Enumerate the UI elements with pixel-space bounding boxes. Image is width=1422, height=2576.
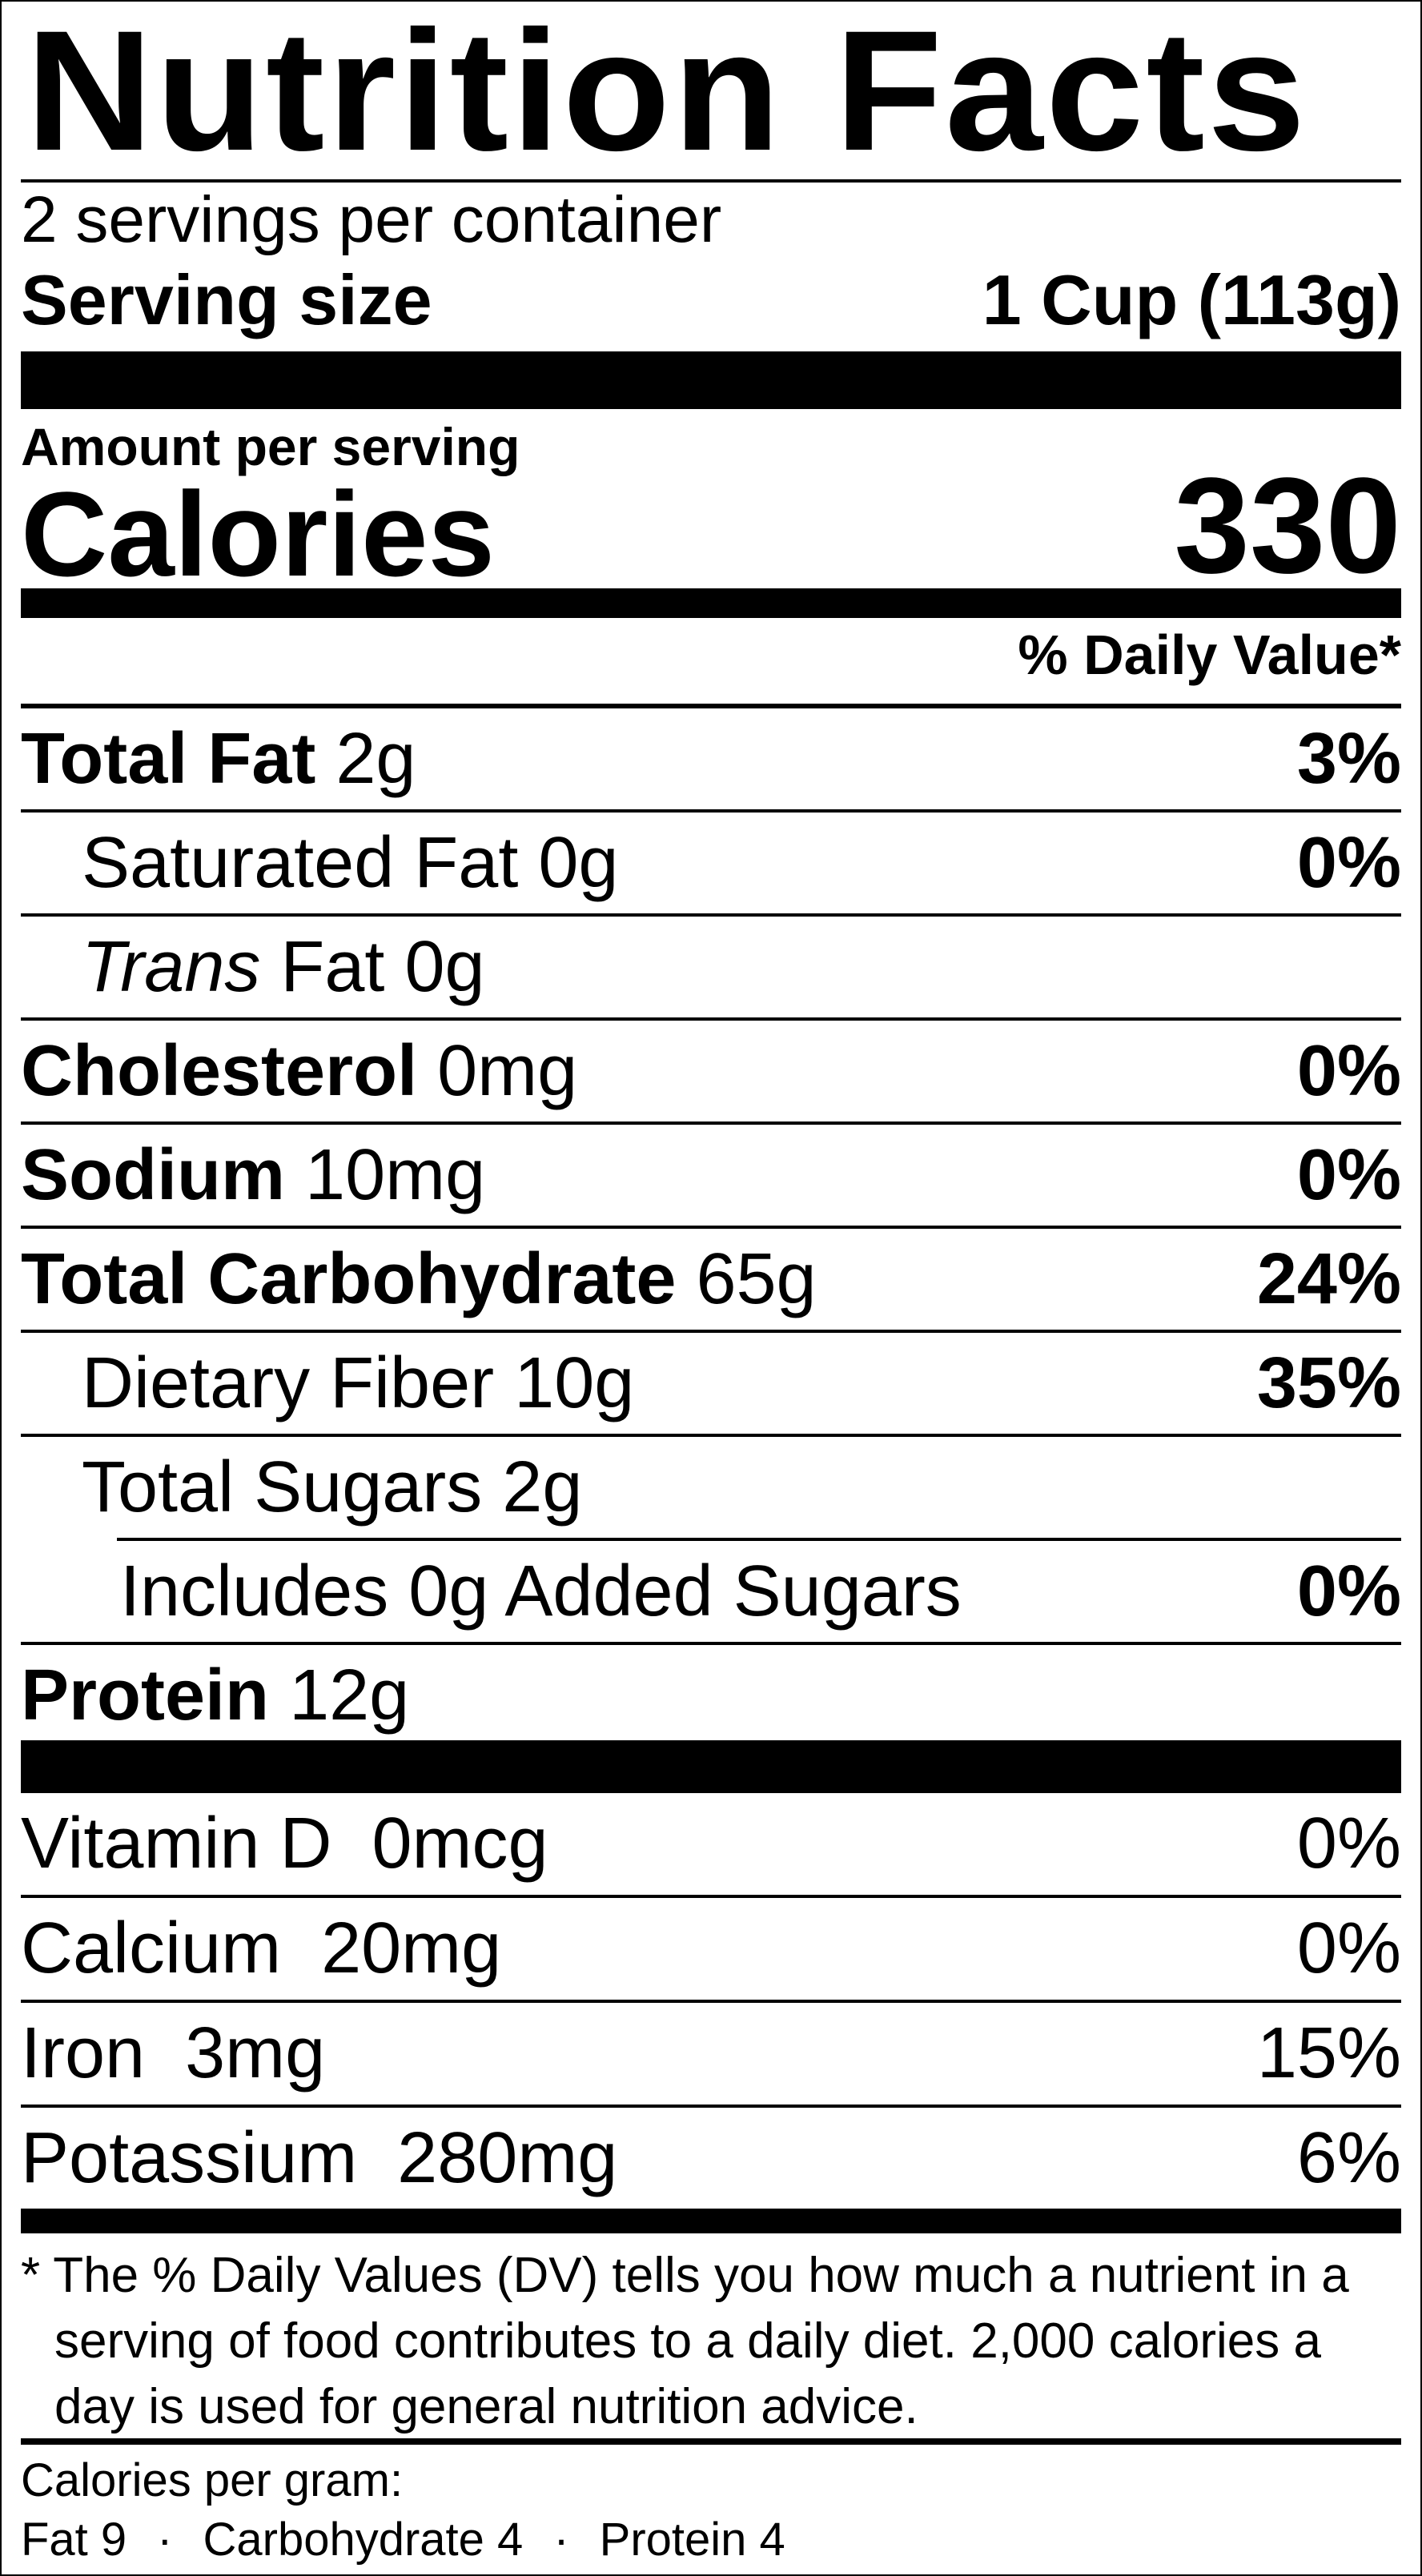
vitamin-dv: 0% <box>1296 1908 1401 1988</box>
nutrient-row-protein: Protein 12g <box>21 1645 1401 1746</box>
nutrient-amount: 10mg <box>305 1134 486 1215</box>
nutrient-row-total-fat: Total Fat 2g 3% <box>21 708 1401 813</box>
nutrient-row-cholesterol: Cholesterol 0mg 0% <box>21 1021 1401 1125</box>
fat-calories: Fat 9 <box>21 2514 127 2566</box>
serving-size-label: Serving size <box>21 260 432 339</box>
footnote-line: day is used for general nutrition advice… <box>54 2379 918 2434</box>
nutrient-amount: 2g <box>335 718 416 799</box>
serving-size-value: 1 Cup (113g) <box>982 260 1401 339</box>
nutrient-name: Trans <box>82 926 261 1007</box>
thick-divider <box>21 351 1401 409</box>
vitamin-text: Vitamin D 0mcg <box>21 1804 548 1884</box>
vitamin-row-iron: Iron 3mg 15% <box>21 2003 1401 2108</box>
divider <box>21 704 1401 708</box>
divider <box>21 179 1401 183</box>
vitamin-text: Iron 3mg <box>21 2013 326 2093</box>
nutrient-name: Includes <box>120 1551 389 1631</box>
footnote-line: * The % Daily Values (DV) tells you how … <box>21 2248 1349 2303</box>
medium-divider <box>21 2209 1401 2233</box>
vitamin-dv: 15% <box>1256 2013 1401 2093</box>
nutrient-amount: 2g <box>502 1446 583 1527</box>
vitamin-dv: 0% <box>1296 1804 1401 1884</box>
serving-size-row: Serving size 1 Cup (113g) <box>21 262 1401 339</box>
nutrient-name: Total Sugars <box>82 1446 483 1527</box>
nutrient-name: Total Fat <box>21 718 316 799</box>
nutrient-name: Sodium <box>21 1134 285 1215</box>
daily-value-header: % Daily Value* <box>1018 624 1401 686</box>
nutrient-name: Protein <box>21 1655 270 1735</box>
nutrient-amount: 65g <box>696 1238 817 1319</box>
nutrient-amount: 0g <box>538 822 619 903</box>
calories-row: Calories 330 <box>21 458 1401 610</box>
nutrient-amount: 0mg <box>437 1030 578 1111</box>
calories-value: 330 <box>1174 450 1401 602</box>
separator-dot: · <box>157 2514 173 2566</box>
protein-calories: Protein 4 <box>599 2514 785 2566</box>
nutrient-name: Dietary Fiber <box>82 1342 495 1423</box>
calories-per-gram: Calories per gram: Fat 9 · Carbohydrate 4 ·… <box>21 2451 785 2570</box>
nutrient-amount: 12g <box>289 1655 410 1735</box>
nutrient-name: Cholesterol <box>21 1030 418 1111</box>
nutrient-name-suffix: Added Sugars <box>504 1551 962 1631</box>
vitamin-text: Calcium 20mg <box>21 1908 502 1988</box>
nutrient-dv: 3% <box>1296 718 1401 799</box>
nutrient-list: Total Fat 2g 3% Saturated Fat 0g 0% Tran… <box>21 708 1401 1746</box>
nutrient-dv: 0% <box>1296 822 1401 903</box>
footnote: * The % Daily Values (DV) tells you how … <box>21 2243 1401 2440</box>
nutrient-row-sodium: Sodium 10mg 0% <box>21 1125 1401 1229</box>
vitamin-list: Vitamin D 0mcg 0% Calcium 20mg 0% Iron 3… <box>21 1793 1401 2209</box>
label-title: Nutrition Facts <box>26 0 1308 187</box>
nutrient-row-total-sugars: Total Sugars 2g <box>21 1437 1401 1538</box>
vitamin-row-calcium: Calcium 20mg 0% <box>21 1898 1401 2003</box>
nutrient-amount: 0g <box>404 926 485 1007</box>
nutrient-dv: 35% <box>1256 1342 1401 1423</box>
nutrient-row-added-sugars: Includes 0g Added Sugars 0% <box>21 1541 1401 1645</box>
nutrient-dv: 0% <box>1296 1030 1401 1111</box>
separator-dot: · <box>553 2514 569 2566</box>
nutrient-amount: 0g <box>408 1551 489 1631</box>
calories-per-gram-label: Calories per gram: <box>21 2454 404 2506</box>
vitamin-row-potassium: Potassium 280mg 6% <box>21 2108 1401 2209</box>
nutrient-row-trans-fat: Trans Fat 0g <box>21 917 1401 1021</box>
sub-divider <box>117 1538 1401 1541</box>
nutrient-row-total-carbohydrate: Total Carbohydrate 65g 24% <box>21 1229 1401 1333</box>
nutrient-dv: 0% <box>1296 1551 1401 1631</box>
nutrient-row-dietary-fiber: Dietary Fiber 10g 35% <box>21 1333 1401 1437</box>
vitamin-row-vitamin-d: Vitamin D 0mcg 0% <box>21 1793 1401 1898</box>
nutrient-name: Saturated Fat <box>82 822 519 903</box>
servings-per-container: 2 servings per container <box>21 183 722 256</box>
medium-divider <box>21 588 1401 618</box>
thick-divider <box>21 1740 1401 1793</box>
nutrient-dv: 24% <box>1256 1238 1401 1319</box>
nutrient-dv: 0% <box>1296 1134 1401 1215</box>
calories-label: Calories <box>21 467 495 601</box>
divider <box>21 2438 1401 2445</box>
nutrient-name: Total Carbohydrate <box>21 1238 677 1319</box>
nutrient-row-saturated-fat: Saturated Fat 0g 0% <box>21 813 1401 917</box>
nutrient-name-suffix: Fat <box>280 926 385 1007</box>
footnote-line: serving of food contributes to a daily d… <box>54 2313 1321 2369</box>
carbohydrate-calories: Carbohydrate 4 <box>203 2514 524 2566</box>
nutrient-amount: 10g <box>514 1342 635 1423</box>
vitamin-dv: 6% <box>1296 2118 1401 2198</box>
vitamin-text: Potassium 280mg <box>21 2118 618 2198</box>
amount-per-serving: Amount per serving <box>21 417 520 476</box>
